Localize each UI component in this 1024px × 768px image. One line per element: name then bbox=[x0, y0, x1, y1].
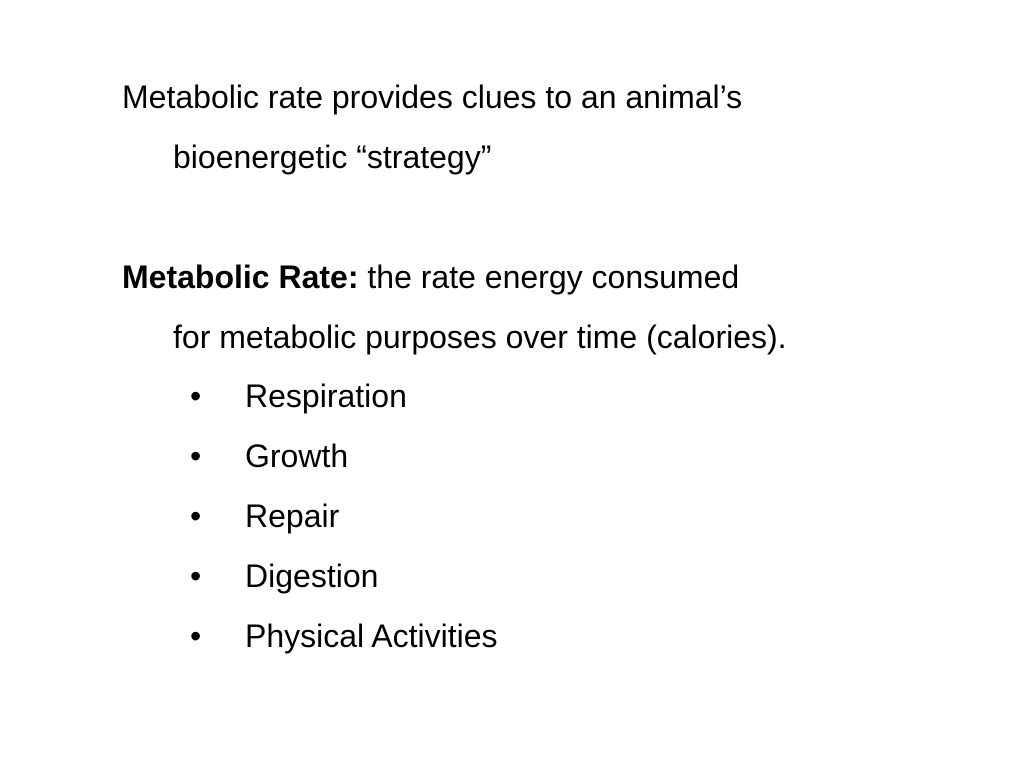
list-item: • Repair bbox=[190, 496, 498, 556]
definition-line-2: for metabolic purposes over time (calori… bbox=[173, 319, 787, 355]
definition-text-1: the rate energy consumed bbox=[367, 259, 740, 295]
list-item: • Physical Activities bbox=[190, 616, 498, 676]
bullet-icon: • bbox=[190, 618, 202, 654]
list-item-label: Digestion bbox=[245, 558, 379, 594]
list-item-label: Repair bbox=[245, 498, 340, 534]
bullet-icon: • bbox=[190, 558, 202, 594]
definition-line-1: Metabolic Rate: the rate energy consumed bbox=[122, 257, 739, 297]
list-item: • Respiration bbox=[190, 376, 498, 436]
bullet-list: • Respiration • Growth • Repair • Digestion … bbox=[190, 376, 498, 676]
bullet-icon: • bbox=[190, 438, 202, 474]
list-item-label: Respiration bbox=[245, 378, 407, 414]
intro-line-2: bioenergetic “strategy” bbox=[173, 139, 492, 175]
intro-line-1: Metabolic rate provides clues to an anim… bbox=[122, 79, 743, 115]
list-item-label: Physical Activities bbox=[245, 618, 498, 654]
definition-term: Metabolic Rate: bbox=[122, 259, 359, 295]
list-item: • Growth bbox=[190, 436, 498, 496]
bullet-icon: • bbox=[190, 498, 202, 534]
list-item-label: Growth bbox=[245, 438, 349, 474]
bullet-icon: • bbox=[190, 378, 202, 414]
list-item: • Digestion bbox=[190, 556, 498, 616]
